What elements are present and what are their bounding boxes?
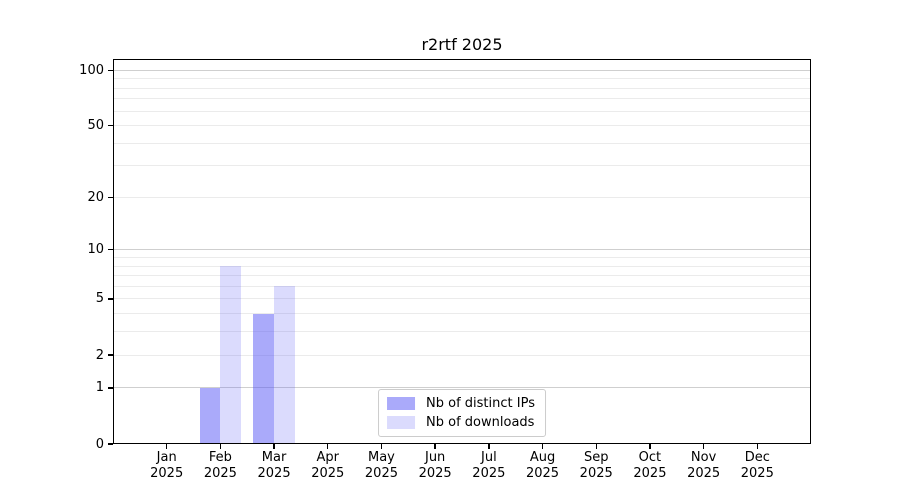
x-tick-mark [702,444,705,449]
minor-gridline [114,78,810,80]
bar-distinct-ips [199,387,221,444]
y-tick-mark [108,249,113,251]
x-tick-label: Nov 2025 [687,450,721,481]
x-tick-label: Apr 2025 [311,450,345,481]
x-tick-label: Dec 2025 [740,450,774,481]
legend-label-distinct-ips: Nb of distinct IPs [426,396,535,411]
minor-gridline [114,313,810,315]
y-tick-mark [108,69,113,71]
minor-gridline [114,87,810,89]
y-tick-mark [108,124,113,127]
x-tick-label: Jan 2025 [150,450,184,481]
minor-gridline [114,142,810,144]
x-tick-mark [595,444,597,449]
y-tick-mark [108,443,113,445]
x-tick-label: May 2025 [364,450,398,481]
y-tick-mark [108,354,113,356]
legend-label-downloads: Nb of downloads [426,415,535,430]
x-tick-mark [541,444,544,449]
y-tick-label: 0 [95,436,104,452]
x-tick-mark [273,444,275,449]
minor-gridline [114,165,810,167]
major-gridline [114,69,810,71]
x-tick-label: Jun 2025 [418,450,452,481]
minor-gridline [114,265,810,267]
y-tick-mark [108,387,113,389]
y-tick-mark [108,298,113,300]
minor-gridline [114,98,810,100]
x-tick-mark [219,444,222,449]
x-tick-mark [327,444,329,449]
x-tick-mark [756,444,758,449]
minor-gridline [114,298,810,300]
legend-item-downloads: Nb of downloads [387,415,535,430]
minor-gridline [114,257,810,258]
legend-swatch-downloads [387,416,416,429]
minor-gridline [114,196,810,198]
x-tick-mark [434,444,436,449]
x-tick-mark [488,444,490,449]
legend: Nb of distinct IPs Nb of downloads [378,389,546,437]
y-tick-label: 2 [95,347,104,363]
y-tick-mark [108,196,113,199]
minor-gridline [114,110,810,112]
bar-distinct-ips [253,313,275,444]
major-gridline [114,387,810,389]
y-tick-label: 10 [87,242,104,258]
y-tick-label: 20 [87,189,104,205]
minor-gridline [114,125,810,127]
x-tick-label: Mar 2025 [257,450,291,481]
x-tick-label: Jul 2025 [472,450,506,481]
bar-downloads [274,286,295,444]
y-tick-label: 1 [95,380,104,396]
minor-gridline [114,285,810,287]
x-tick-label: Sep 2025 [579,450,613,481]
minor-gridline [114,331,810,333]
x-tick-mark [380,444,383,449]
y-tick-label: 50 [87,118,104,134]
x-tick-label: Aug 2025 [525,450,560,481]
minor-gridline [114,354,810,356]
x-tick-mark [165,444,168,449]
y-tick-label: 100 [79,62,104,78]
chart-title: r2rtf 2025 [421,35,503,54]
minor-gridline [114,275,810,277]
x-tick-mark [649,444,651,449]
x-tick-label: Oct 2025 [633,450,667,481]
y-tick-label: 5 [95,291,104,307]
legend-swatch-distinct-ips [387,397,416,410]
legend-item-distinct-ips: Nb of distinct IPs [387,396,535,411]
bar-downloads [220,266,242,444]
x-tick-label: Feb 2025 [203,450,237,481]
major-gridline [114,249,810,251]
plot-area-border [113,59,811,444]
